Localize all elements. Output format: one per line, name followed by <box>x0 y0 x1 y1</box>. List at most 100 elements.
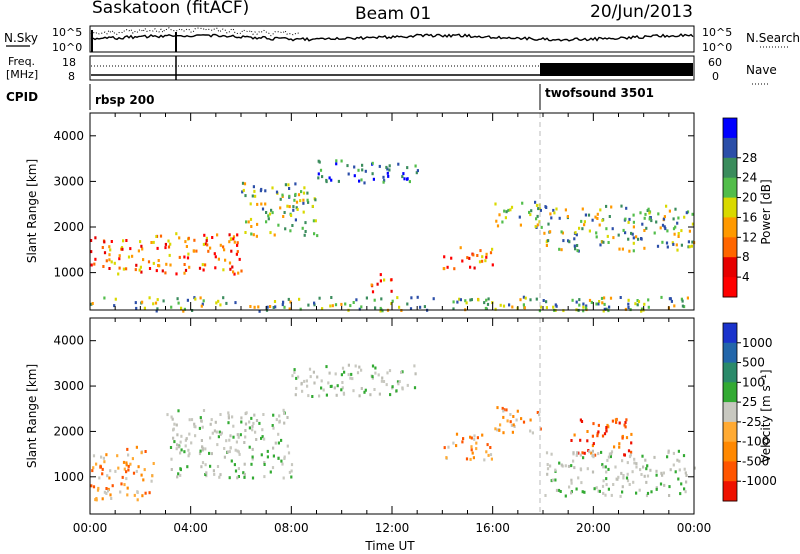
scatter-cell-7 <box>584 213 587 217</box>
scatter-cell-7 <box>639 211 642 215</box>
scatter-cell-8 <box>609 296 613 300</box>
scatter-cell-6 <box>645 494 649 498</box>
scatter-cell-1 <box>283 421 286 425</box>
scatter-cell-6 <box>538 207 541 210</box>
scatter-cell-6 <box>588 450 591 454</box>
scatter-cell-0 <box>94 257 97 261</box>
scatter-cell-1 <box>228 476 231 480</box>
scatter-cell-6 <box>518 215 521 219</box>
scatter-cell-7 <box>625 206 628 210</box>
scatter-cell-2 <box>334 372 337 376</box>
scatter-cell-8 <box>619 296 622 299</box>
scatter-cell-6 <box>604 465 607 469</box>
scatter-cell-1 <box>222 245 225 249</box>
scatter-cell-3 <box>401 175 404 179</box>
velocity-ylabel: Slant Range [km] <box>25 364 39 468</box>
scatter-cell-1 <box>200 465 203 469</box>
scatter-cell-6 <box>628 483 631 486</box>
scatter-cell-2 <box>303 233 306 237</box>
colorbar-swatch <box>723 197 737 218</box>
scatter-cell-4 <box>531 431 534 435</box>
scatter-cell-7 <box>620 204 623 208</box>
scatter-cell-6 <box>621 490 624 494</box>
scatter-cell-2 <box>297 193 301 197</box>
scatter-cell-2 <box>389 393 392 397</box>
scatter-cell-1 <box>228 450 231 454</box>
scatter-cell-5 <box>592 442 595 446</box>
scatter-cell-8 <box>477 298 480 302</box>
scatter-cell-1 <box>178 236 181 240</box>
scatter-cell-0 <box>152 462 155 465</box>
scatter-cell-7 <box>674 225 677 229</box>
scatter-cell-3 <box>382 180 385 184</box>
scatter-cell-0 <box>136 490 139 494</box>
scatter-cell-7 <box>573 244 576 248</box>
scatter-cell-3 <box>319 168 323 172</box>
scatter-cell-2 <box>282 215 285 218</box>
scatter-cell-0 <box>110 497 113 500</box>
scatter-cell-4 <box>515 418 518 422</box>
scatter-cell-7 <box>675 243 678 247</box>
scatter-cell-7 <box>631 232 634 236</box>
scatter-cell-1 <box>251 455 254 459</box>
scatter-cell-7 <box>640 237 643 241</box>
scatter-cell-2 <box>244 194 247 198</box>
scatter-cell-6 <box>655 473 658 477</box>
scatter-cell-8 <box>627 302 630 306</box>
scatter-cell-2 <box>325 365 328 369</box>
scatter-cell-8 <box>349 304 352 308</box>
scatter-cell-3 <box>321 175 324 179</box>
scatter-cell-6 <box>591 449 594 453</box>
scatter-cell-1 <box>272 446 275 450</box>
scatter-cell-3 <box>447 445 450 449</box>
scatter-cell-6 <box>555 488 559 492</box>
scatter-cell-6 <box>601 463 604 467</box>
scatter-cell-2 <box>316 375 319 379</box>
scatter-cell-1 <box>263 463 266 466</box>
xtick-label: 16:00 <box>475 521 510 535</box>
scatter-cell-7 <box>566 215 569 218</box>
scatter-cell-6 <box>678 468 681 472</box>
scatter-cell-0 <box>103 251 107 255</box>
scatter-cell-2 <box>243 182 247 186</box>
scatter-cell-6 <box>576 451 579 455</box>
scatter-cell-1 <box>155 269 158 273</box>
colorbar-swatch <box>723 137 737 159</box>
scatter-cell-1 <box>166 413 169 417</box>
scatter-cell-2 <box>271 211 274 215</box>
scatter-cell-3 <box>335 159 338 163</box>
scatter-cell-6 <box>536 223 539 227</box>
scatter-cell-0 <box>108 258 111 262</box>
scatter-cell-0 <box>101 472 104 476</box>
scatter-cell-6 <box>638 488 641 492</box>
scatter-cell-7 <box>547 222 550 226</box>
scatter-cell-0 <box>117 272 120 276</box>
scatter-cell-0 <box>106 489 110 493</box>
scatter-cell-1 <box>260 453 263 457</box>
scatter-cell-6 <box>604 493 607 497</box>
scatter-cell-8 <box>578 303 581 307</box>
scatter-cell-5 <box>627 449 631 453</box>
cpid-segment-1: rbsp 200 <box>95 93 154 107</box>
scatter-cell-1 <box>277 441 280 445</box>
scatter-cell-1 <box>190 441 193 445</box>
scatter-cell-6 <box>554 478 557 482</box>
scatter-cell-1 <box>226 450 229 454</box>
scatter-cell-1 <box>177 409 180 413</box>
scatter-cell-8 <box>266 305 269 309</box>
scatter-cell-6 <box>660 471 663 475</box>
scatter-cell-5 <box>618 442 621 446</box>
scatter-cell-6 <box>626 472 629 476</box>
scatter-cell-1 <box>207 249 210 253</box>
scatter-cell-4 <box>496 428 499 432</box>
scatter-cell-0 <box>92 485 96 489</box>
scatter-cell-7 <box>686 210 690 214</box>
scatter-cell-7 <box>662 217 666 221</box>
scatter-cell-2 <box>242 188 245 192</box>
scatter-cell-8 <box>200 304 203 308</box>
scatter-cell-7 <box>632 213 635 217</box>
scatter-cell-8 <box>660 295 663 299</box>
scatter-cell-8 <box>605 307 608 311</box>
scatter-cell-2 <box>284 183 287 187</box>
scatter-cell-7 <box>624 217 627 221</box>
